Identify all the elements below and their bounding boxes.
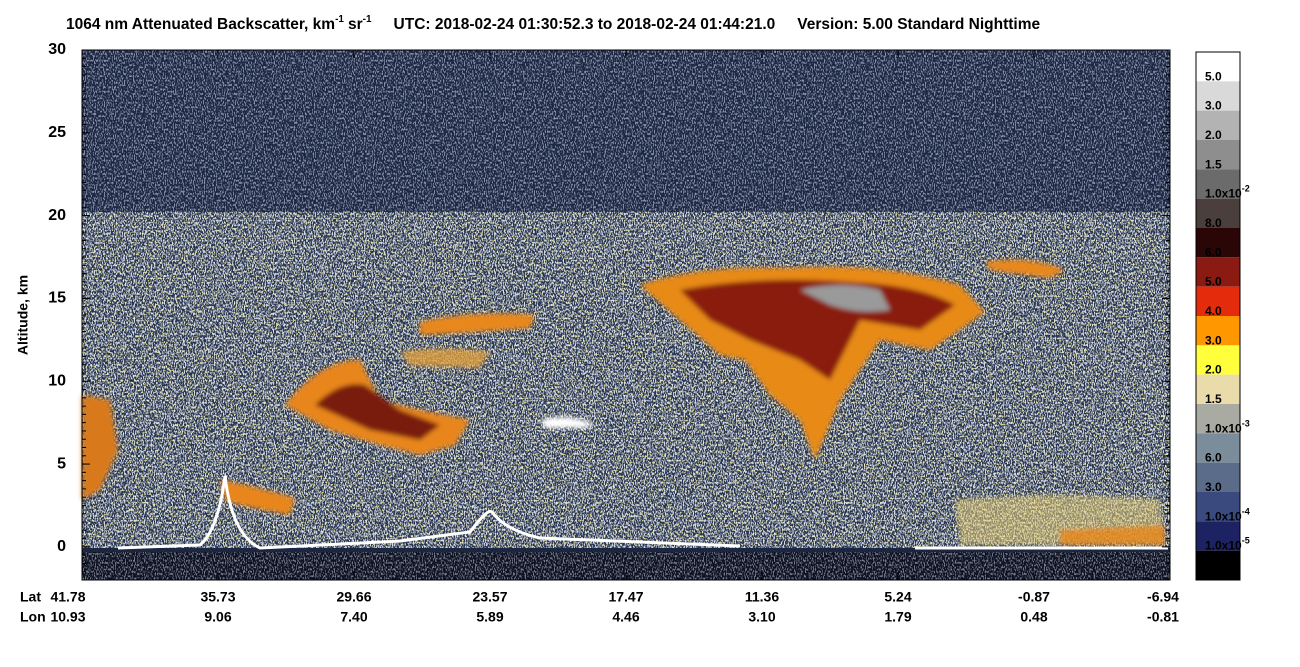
- colorbar-label: 1.5: [1205, 392, 1222, 406]
- y-tick-label: 5: [57, 455, 66, 472]
- colorbar-label: 5.0: [1205, 275, 1222, 289]
- x-tick-label: 35.73: [200, 589, 235, 605]
- colorbar-label: 3.0: [1205, 480, 1222, 494]
- colorbar-label-exp: -5: [1242, 536, 1250, 546]
- colorbar-swatch: [1196, 433, 1240, 463]
- title-main: 1064 nm Attenuated Backscatter, km: [66, 16, 335, 33]
- colorbar-swatch: [1196, 374, 1240, 404]
- colorbar-label-text: 1.0x10: [1205, 539, 1242, 553]
- colorbar-label-exp: -3: [1242, 419, 1250, 429]
- colorbar-label: 5.0: [1205, 70, 1222, 84]
- x-tick-label: -0.81: [1147, 609, 1179, 625]
- colorbar-label: 6.0: [1205, 246, 1222, 260]
- colorbar-label: 3.0: [1205, 99, 1222, 113]
- y-tick-label: 30: [48, 41, 66, 58]
- colorbar-label: 2.0: [1205, 363, 1222, 377]
- title-version: Version: 5.00 Standard Nighttime: [797, 16, 1040, 33]
- colorbar-swatch: [1196, 286, 1240, 316]
- cloud-features: [82, 259, 1165, 545]
- colorbar-swatch: [1196, 110, 1240, 140]
- y-tick-label: 20: [48, 207, 66, 224]
- colorbar-swatch: [1196, 257, 1240, 287]
- x-tick-label: 3.10: [748, 609, 775, 625]
- x-tick-label: 10.93: [50, 609, 85, 625]
- colorbar-swatch: [1196, 316, 1240, 346]
- colorbar-label-text: 3.0: [1205, 99, 1222, 113]
- colorbar-swatch: [1196, 228, 1240, 258]
- title-utc: UTC: 2018-02-24 01:30:52.3 to 2018-02-24…: [394, 16, 776, 33]
- x-tick-label: 1.79: [884, 609, 911, 625]
- y-tick-label: 25: [48, 124, 66, 141]
- colorbar: 5.03.02.01.51.0x10-28.06.05.04.03.02.01.…: [1195, 51, 1250, 581]
- x-row-name: Lon: [20, 609, 46, 625]
- noise: [82, 50, 1170, 212]
- colorbar-swatch: [1196, 345, 1240, 375]
- x-tick-label: 17.47: [608, 589, 643, 605]
- colorbar-label-text: 8.0: [1205, 216, 1222, 230]
- colorbar-label-text: 1.0x10: [1205, 187, 1242, 201]
- colorbar-label-text: 2.0: [1205, 363, 1222, 377]
- x-tick-label: 29.66: [336, 589, 371, 605]
- colorbar-label-exp: -4: [1242, 507, 1250, 517]
- colorbar-label-text: 5.0: [1205, 70, 1222, 84]
- x-tick-label: -0.87: [1018, 589, 1050, 605]
- colorbar-label-text: 2.0: [1205, 128, 1222, 142]
- colorbar-label: 3.0: [1205, 334, 1222, 348]
- colorbar-label: 2.0: [1205, 128, 1222, 142]
- title-sup: -1: [335, 14, 344, 25]
- colorbar-label: 6.0: [1205, 451, 1222, 465]
- title-sup: -1: [363, 14, 372, 25]
- x-tick-label: 5.89: [476, 609, 503, 625]
- colorbar-swatch: [1196, 492, 1240, 522]
- colorbar-label-text: 6.0: [1205, 246, 1222, 260]
- y-tick-label: 15: [48, 290, 66, 307]
- y-tick-label: 0: [57, 538, 66, 555]
- x-tick-label: 11.36: [745, 589, 779, 605]
- y-axis-label: Altitude, km: [15, 275, 31, 355]
- colorbar-swatch: [1196, 404, 1240, 434]
- colorbar-label: 1.0x10-3: [1205, 419, 1250, 436]
- x-tick-label: 7.40: [340, 609, 367, 625]
- colorbar-label-text: 1.0x10: [1205, 422, 1242, 436]
- colorbar-label-text: 1.5: [1205, 158, 1222, 172]
- colorbar-swatch: [1196, 169, 1240, 199]
- colorbar-label-text: 3.0: [1205, 480, 1222, 494]
- x-row-name: Lat: [20, 589, 41, 605]
- title-unit: sr: [348, 16, 363, 33]
- colorbar-swatch: [1196, 52, 1240, 82]
- colorbar-swatch: [1196, 462, 1240, 492]
- colorbar-label-text: 1.0x10: [1205, 510, 1242, 524]
- colorbar-label-exp: -2: [1242, 184, 1250, 194]
- x-tick-label: 4.46: [612, 609, 639, 625]
- colorbar-swatch: [1196, 198, 1240, 228]
- x-tick-label: 5.24: [884, 589, 911, 605]
- colorbar-swatch: [1196, 140, 1240, 170]
- colorbar-swatch: [1196, 550, 1240, 580]
- x-tick-label: 41.78: [50, 589, 85, 605]
- colorbar-swatch: [1196, 81, 1240, 111]
- x-tick-label: 0.48: [1020, 609, 1047, 625]
- colorbar-label-text: 1.5: [1205, 392, 1222, 406]
- x-tick-label: 23.57: [472, 589, 507, 605]
- colorbar-label-text: 3.0: [1205, 334, 1222, 348]
- y-tick-label: 10: [48, 372, 66, 389]
- surface-return: [117, 475, 1168, 550]
- plot-area: [81, 49, 1171, 581]
- colorbar-label: 1.0x10-2: [1205, 184, 1250, 201]
- colorbar-label-text: 4.0: [1205, 304, 1222, 318]
- colorbar-label: 8.0: [1205, 216, 1222, 230]
- chart-title: 1064 nm Attenuated Backscatter, km-1 sr-1…: [66, 14, 1041, 33]
- colorbar-label-text: 5.0: [1205, 275, 1222, 289]
- colorbar-swatch: [1196, 521, 1240, 551]
- colorbar-label: 1.5: [1205, 158, 1222, 172]
- x-tick-label: 9.06: [204, 609, 231, 625]
- colorbar-label-text: 6.0: [1205, 451, 1222, 465]
- colorbar-label: 1.0x10-5: [1205, 536, 1250, 553]
- colorbar-label: 4.0: [1205, 304, 1222, 318]
- colorbar-label: 1.0x10-4: [1205, 507, 1250, 524]
- x-tick-label: -6.94: [1147, 589, 1179, 605]
- colorbar-frame: [1195, 51, 1241, 581]
